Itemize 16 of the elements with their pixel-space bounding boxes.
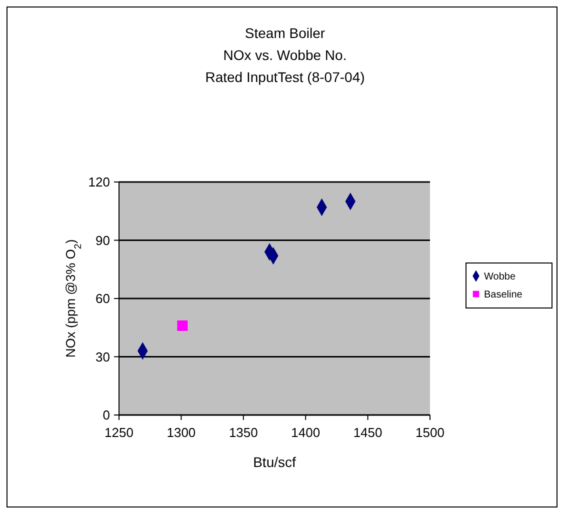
y-tick-label: 120 [88, 174, 110, 190]
legend-label: Wobbe [484, 272, 516, 282]
chart-title: Steam Boiler NOx vs. Wobbe No. Rated InputTest (8-07-04) [205, 25, 365, 85]
x-tick-label: 1500 [416, 425, 444, 440]
y-tick-label: 30 [96, 349, 110, 364]
point [177, 320, 188, 331]
x-tick-label: 1450 [353, 425, 382, 440]
x-tick-label: 1350 [228, 425, 258, 440]
legend-label: Baseline [484, 290, 523, 300]
y-tick-label: 90 [96, 232, 110, 248]
x-tick-label: 1250 [104, 425, 134, 440]
y-tick-label: 0 [102, 408, 110, 423]
x-tick-label: 1300 [166, 425, 196, 440]
x-tick-label: 1400 [291, 425, 320, 440]
y-tick-label: 60 [96, 291, 110, 306]
x-axis-title: Btu/scf [253, 454, 296, 470]
